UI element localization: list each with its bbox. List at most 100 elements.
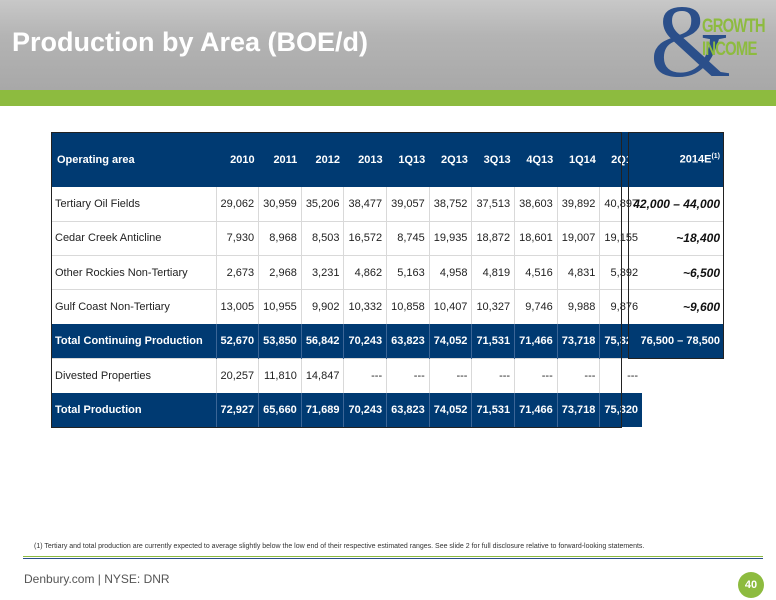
footer-divider-green [23,556,763,557]
table-cell: 7,930 [215,220,259,256]
table-cell: --- [428,357,472,393]
table-cell: 10,858 [386,289,430,325]
table-cell: 38,752 [428,187,472,222]
table-cell: 18,601 [514,220,558,256]
table-cell: 71,466 [514,392,558,428]
row-label: Other Rockies Non-Tertiary [51,255,216,290]
table-cell: 74,052 [428,392,472,428]
table-cell: 38,603 [514,187,558,222]
table-cell: 52,670 [215,324,259,359]
row-label: Total Production [51,392,216,428]
column-header-4q13: 4Q13 [514,132,558,187]
table-cell: 40,897 [599,187,643,222]
estimate-row: 42,000 – 44,000 [628,187,724,221]
table-cell: 63,823 [386,392,430,428]
table-cell: 71,531 [471,392,515,428]
footer-divider-blue [23,558,763,559]
table-cell: 18,872 [471,220,515,256]
table-cell: 9,746 [514,289,558,325]
estimate-row: ~6,500 [628,255,724,290]
table-cell: 56,842 [300,324,344,359]
estimate-header-row: 2014E(1) [628,132,724,187]
table-cell: 14,847 [300,357,344,393]
table-cell: 4,819 [471,255,515,290]
table-cell: 39,892 [556,187,600,222]
table-cell: --- [556,357,600,393]
table-cell: 10,332 [343,289,387,325]
footer-text: Denbury.com | NYSE: DNR [24,572,170,586]
table-cell: --- [599,357,643,393]
table-cell: 8,968 [258,220,302,256]
column-header-operating-area: Operating area [51,132,216,187]
table-cell: 70,243 [343,392,387,428]
table-row: Total Production 72,927 65,660 71,689 70,243… [51,392,643,428]
table-cell: 2,673 [215,255,259,290]
table-cell: 5,163 [386,255,430,290]
table-cell: 73,718 [556,392,600,428]
table-cell: 8,503 [300,220,344,256]
table-cell: 65,660 [258,392,302,428]
table-cell: 11,810 [258,357,302,393]
table-cell: 70,243 [343,324,387,359]
row-label: Total Continuing Production [51,324,216,359]
table-cell: 38,477 [343,187,387,222]
table-cell: 71,466 [514,324,558,359]
table-cell: 29,062 [215,187,259,222]
production-table: Operating area 2010 2011 2012 2013 1Q13 2Q13 3… [51,132,643,428]
estimate-header-label: 2014E [679,153,712,166]
estimate-total-continuing: 76,500 – 78,500 [628,324,724,359]
table-row: Gulf Coast Non-Tertiary 13,005 10,955 9,902… [51,289,643,325]
table-cell: 9,902 [300,289,344,325]
table-cell: 19,007 [556,220,600,256]
logo-text-income: INCOME [702,39,757,60]
table-cell: --- [386,357,430,393]
table-row: Divested Properties 20,257 11,810 14,847 ---… [51,357,643,393]
ampersand-logo-mark: & [650,0,731,99]
table-cell: 9,988 [556,289,600,325]
table-cell: 71,531 [471,324,515,359]
table-cell: 10,327 [471,289,515,325]
page-title: Production by Area (BOE/d) [12,27,369,57]
column-header-2011: 2011 [258,132,302,187]
table-row: Total Continuing Production 52,670 53,850 5… [51,324,643,359]
estimate-table: 2014E(1) 42,000 – 44,000 ~18,400 ~6,500 … [628,132,724,359]
row-label: Gulf Coast Non-Tertiary [51,289,216,325]
growth-income-logo: & GROWTH INCOME [650,0,774,94]
table-cell: 19,935 [428,220,472,256]
table-cell: 63,823 [386,324,430,359]
page-number-badge: 40 [738,572,764,598]
table-cell: 35,206 [300,187,344,222]
table-cell: 30,959 [258,187,302,222]
table-cell: 8,745 [386,220,430,256]
row-label: Divested Properties [51,357,216,393]
estimate-row: ~18,400 [628,220,724,256]
table-cell: 4,516 [514,255,558,290]
column-header-2014e: 2014E(1) [628,132,724,187]
column-header-2013: 2013 [343,132,387,187]
table-cell: 4,862 [343,255,387,290]
column-header-1q13: 1Q13 [386,132,430,187]
column-header-2q13: 2Q13 [429,132,472,187]
table-row: Other Rockies Non-Tertiary 2,673 2,968 3,23… [51,255,643,290]
column-header-3q13: 3Q13 [471,132,515,187]
table-cell: 16,572 [343,220,387,256]
table-cell: 4,831 [556,255,600,290]
estimate-footnote-marker: (1) [711,153,720,161]
estimate-cedar-creek: ~18,400 [628,220,724,256]
header-accent-stripe [0,90,776,106]
footnote: (1) Tertiary and total production are cu… [34,543,645,550]
table-header-row: Operating area 2010 2011 2012 2013 1Q13 2Q13 3… [51,132,643,187]
table-cell: 39,057 [386,187,430,222]
estimate-row: 76,500 – 78,500 [628,324,724,359]
logo-text-growth: GROWTH [702,16,766,37]
table-cell: 4,958 [428,255,472,290]
table-cell: 53,850 [258,324,302,359]
table-cell: 10,955 [258,289,302,325]
estimate-tertiary: 42,000 – 44,000 [633,196,720,211]
table-cell: 3,231 [300,255,344,290]
table-cell: --- [514,357,558,393]
table-cell: 2,968 [258,255,302,290]
row-label: Tertiary Oil Fields [55,197,140,210]
table-cell: 10,407 [428,289,472,325]
table-cell: 74,052 [428,324,472,359]
